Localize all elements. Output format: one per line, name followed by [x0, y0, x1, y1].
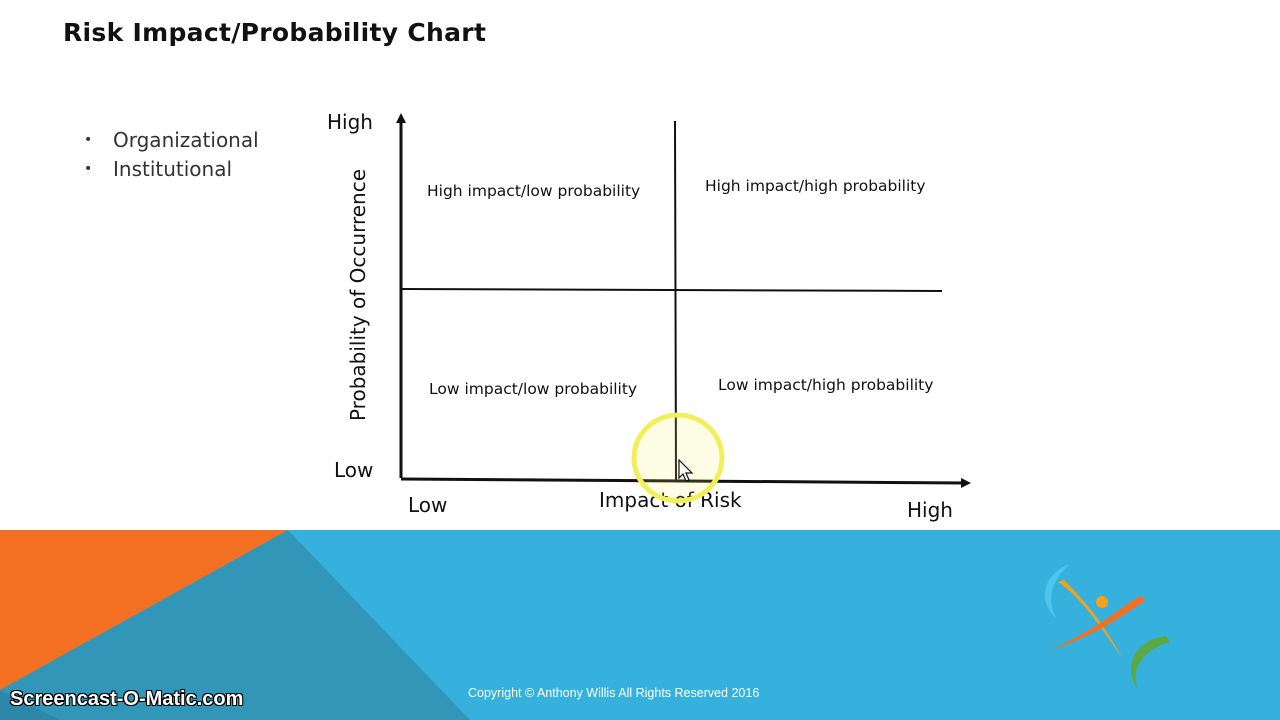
- watermark-text: Screencast-O-Matic.com: [10, 688, 244, 710]
- bullet-text: Institutional: [113, 157, 233, 181]
- bullet-icon: •: [84, 161, 93, 177]
- copyright-text: Copyright © Anthony Willis All Rights Re…: [468, 686, 760, 700]
- vertical-divider: [674, 120, 677, 481]
- quadrant-bottom-left: Low impact/low probability: [429, 380, 638, 398]
- quadrant-bottom-right: Low impact/high probability: [718, 376, 934, 394]
- slide-title: Risk Impact/Probability Chart: [63, 18, 487, 47]
- logo-icon: [1045, 564, 1170, 690]
- bullet-item: • Organizational: [84, 126, 259, 155]
- cursor-highlight: [631, 412, 725, 504]
- bullet-list: • Organizational • Institutional: [84, 126, 259, 184]
- x-high-label: High: [907, 498, 953, 522]
- risk-matrix-diagram: [396, 113, 971, 488]
- bullet-item: • Institutional: [84, 155, 259, 184]
- footer-shapes: [0, 530, 1280, 720]
- y-high-label: High: [327, 110, 373, 134]
- footer-band: [0, 530, 1280, 720]
- horizontal-divider: [400, 288, 943, 292]
- y-low-label: Low: [334, 458, 374, 482]
- pointer-cursor-icon: [678, 459, 694, 482]
- x-low-label: Low: [408, 493, 448, 517]
- bullet-icon: •: [84, 132, 93, 148]
- bullet-text: Organizational: [113, 128, 259, 152]
- y-axis-title-text: Probability of Occurrence: [346, 168, 370, 422]
- quadrant-top-left: High impact/low probability: [427, 182, 641, 200]
- quadrant-top-right: High impact/high probability: [705, 177, 926, 195]
- x-axis-line: [400, 477, 971, 488]
